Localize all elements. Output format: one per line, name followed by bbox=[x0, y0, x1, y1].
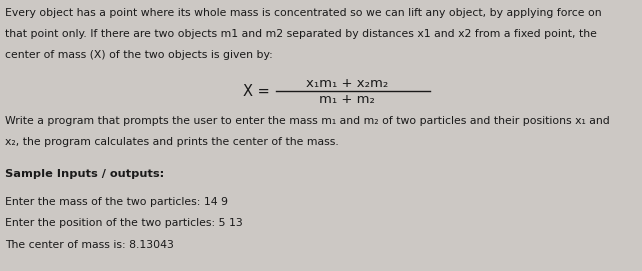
Text: x₂, the program calculates and prints the center of the mass.: x₂, the program calculates and prints th… bbox=[5, 137, 339, 147]
Text: that point only. If there are two objects m1 and m2 separated by distances x1 an: that point only. If there are two object… bbox=[5, 29, 597, 39]
Text: Write a program that prompts the user to enter the mass m₁ and m₂ of two particl: Write a program that prompts the user to… bbox=[5, 116, 610, 126]
Text: Enter the mass of the two particles: 14 9: Enter the mass of the two particles: 14 … bbox=[5, 197, 228, 207]
Text: Sample Inputs / outputs:: Sample Inputs / outputs: bbox=[5, 169, 164, 179]
Text: Enter the position of the two particles: 5 13: Enter the position of the two particles:… bbox=[5, 218, 243, 228]
Text: x₁m₁ + x₂m₂: x₁m₁ + x₂m₂ bbox=[306, 77, 388, 90]
Text: center of mass (X) of the two objects is given by:: center of mass (X) of the two objects is… bbox=[5, 50, 273, 60]
Text: Every object has a point where its whole mass is concentrated so we can lift any: Every object has a point where its whole… bbox=[5, 8, 602, 18]
Text: m₁ + m₂: m₁ + m₂ bbox=[318, 93, 375, 107]
Text: X =: X = bbox=[243, 84, 270, 99]
Text: The center of mass is: 8.13043: The center of mass is: 8.13043 bbox=[5, 240, 174, 250]
